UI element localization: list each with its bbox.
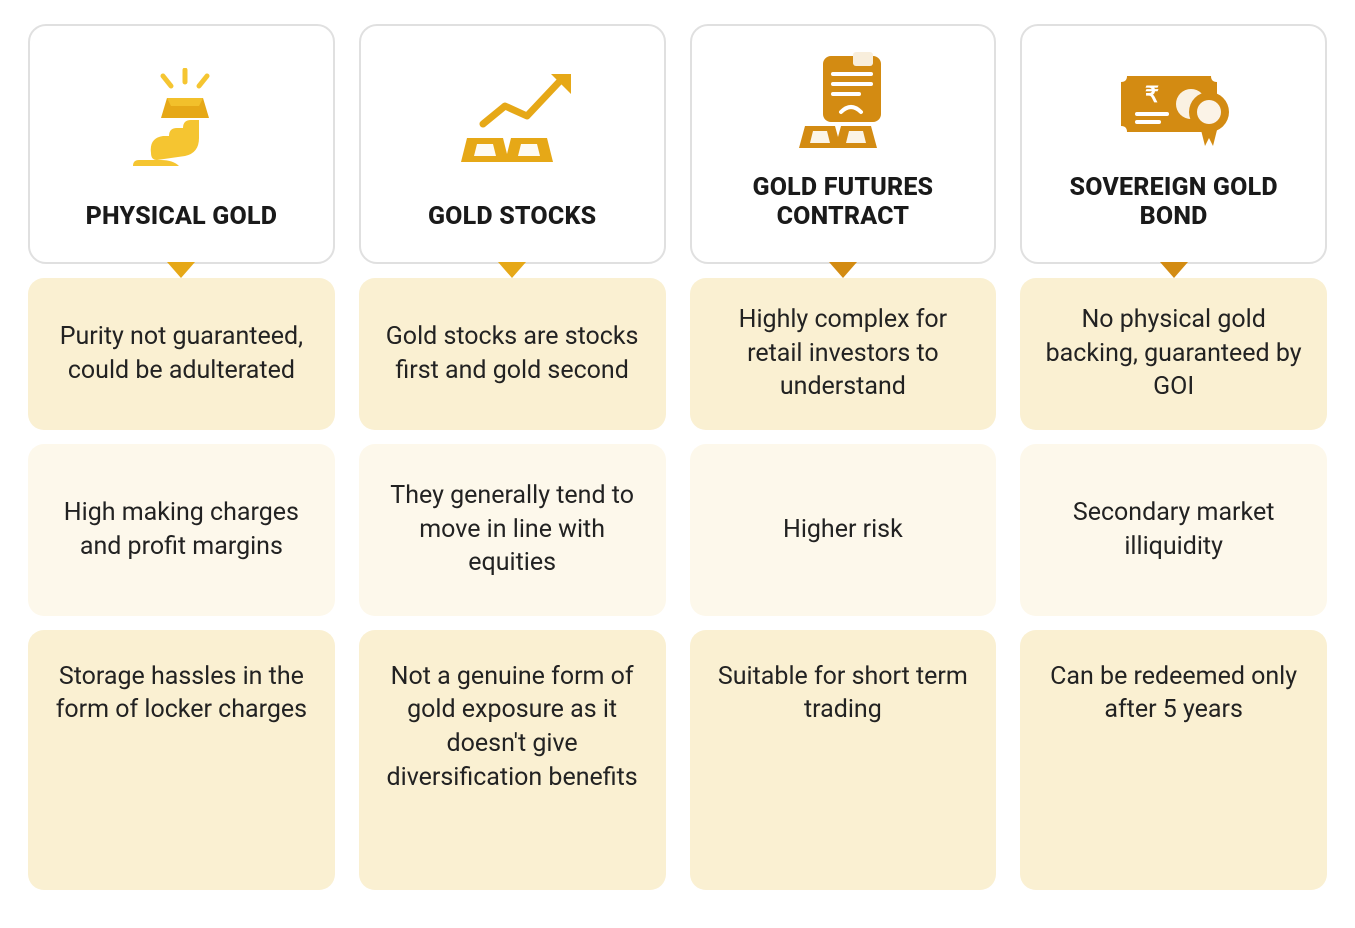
point-text: High making charges and profit margins <box>50 496 313 564</box>
hand-gold-bar-icon <box>48 52 315 185</box>
point-text: Suitable for short term trading <box>712 660 975 728</box>
point-cell: They generally tend to move in line with… <box>359 444 666 616</box>
column-title: GOLD FUTURES CONTRACT <box>710 174 977 232</box>
contract-gold-bars-icon <box>710 52 977 156</box>
point-text: Storage hassles in the form of locker ch… <box>50 660 313 728</box>
comparison-grid: PHYSICAL GOLD GOLD <box>28 24 1327 890</box>
point-cell: Can be redeemed only after 5 years <box>1020 630 1327 890</box>
point-cell: Suitable for short term trading <box>690 630 997 890</box>
point-cell: Higher risk <box>690 444 997 616</box>
column-title: SOVEREIGN GOLD BOND <box>1040 174 1307 232</box>
point-cell: High making charges and profit margins <box>28 444 335 616</box>
point-cell: Secondary market illiquidity <box>1020 444 1327 616</box>
point-cell: Purity not guaranteed, could be adultera… <box>28 278 335 430</box>
point-text: They generally tend to move in line with… <box>381 479 644 580</box>
point-cell: Gold stocks are stocks first and gold se… <box>359 278 666 430</box>
column-header-physical-gold: PHYSICAL GOLD <box>28 24 335 264</box>
point-text: Secondary market illiquidity <box>1042 496 1305 564</box>
point-text: Gold stocks are stocks first and gold se… <box>381 320 644 388</box>
column-title: PHYSICAL GOLD <box>86 203 278 232</box>
point-cell: Not a genuine form of gold exposure as i… <box>359 630 666 890</box>
point-text: Purity not guaranteed, could be adultera… <box>50 320 313 388</box>
point-cell: Highly complex for retail investors to u… <box>690 278 997 430</box>
column-header-gold-stocks: GOLD STOCKS <box>359 24 666 264</box>
column-title: GOLD STOCKS <box>428 203 596 232</box>
arrow-down-icon <box>1160 262 1188 278</box>
gold-bars-growth-icon <box>379 52 646 185</box>
point-text: No physical gold backing, guaranteed by … <box>1042 303 1305 404</box>
arrow-down-icon <box>829 262 857 278</box>
arrow-down-icon <box>498 262 526 278</box>
point-text: Higher risk <box>783 513 903 547</box>
arrow-down-icon <box>167 262 195 278</box>
point-text: Can be redeemed only after 5 years <box>1042 660 1305 728</box>
point-cell: Storage hassles in the form of locker ch… <box>28 630 335 890</box>
column-header-sovereign-gold-bond: ₹ SOVEREIGN GOLD BOND <box>1020 24 1327 264</box>
svg-text:₹: ₹ <box>1145 82 1159 107</box>
point-text: Not a genuine form of gold exposure as i… <box>381 660 644 795</box>
point-cell: No physical gold backing, guaranteed by … <box>1020 278 1327 430</box>
column-header-gold-futures: GOLD FUTURES CONTRACT <box>690 24 997 264</box>
point-text: Highly complex for retail investors to u… <box>712 303 975 404</box>
bond-certificate-rupee-icon: ₹ <box>1040 52 1307 156</box>
